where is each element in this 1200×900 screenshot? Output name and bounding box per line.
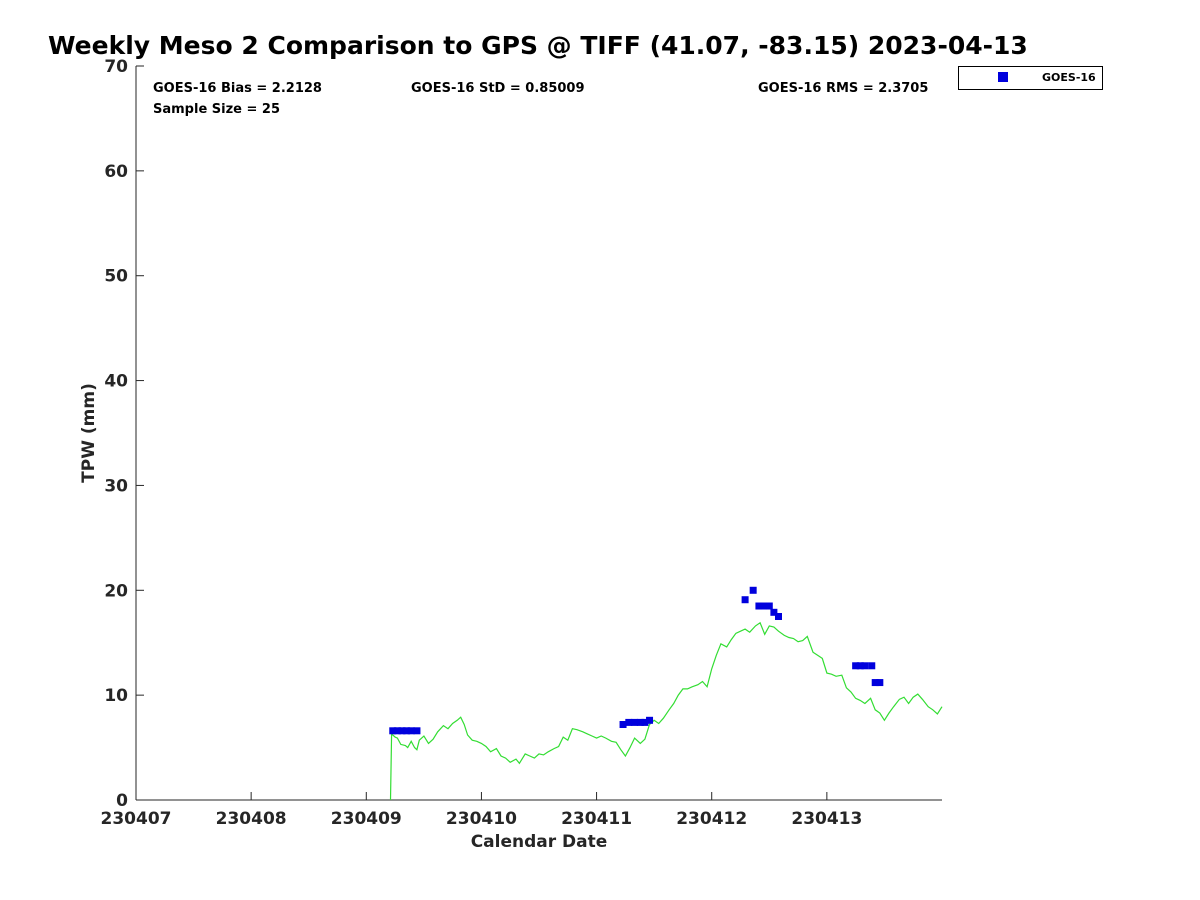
rms-stat: GOES-16 RMS = 2.3705 [758, 81, 928, 96]
goes16-point [868, 662, 876, 670]
x-ticks: 230407 230408 230409 230410 230411 230412 2304… [101, 792, 862, 829]
chart-title: Weekly Meso 2 Comparison to GPS @ TIFF (… [48, 31, 1028, 60]
series-layer [389, 586, 943, 801]
y-tick-label: 20 [104, 581, 128, 601]
goes16-point [646, 716, 654, 724]
goes16-point [765, 602, 773, 610]
y-axis-label: TPW (mm) [79, 383, 99, 483]
goes16-point [760, 602, 768, 610]
goes16-point [398, 727, 406, 735]
y-tick-label: 0 [116, 791, 128, 811]
goes16-point [774, 613, 782, 620]
goes16-point [861, 662, 869, 670]
bias-stat: GOES-16 Bias = 2.2128 [153, 81, 322, 96]
y-tick-label: 30 [104, 476, 128, 496]
goes16-point [625, 718, 633, 726]
goes16-point [852, 662, 860, 670]
y-ticks: 0 10 20 30 40 50 60 70 [104, 57, 144, 811]
y-tick-label: 40 [104, 372, 128, 392]
x-tick-label: 230409 [331, 809, 402, 829]
y-tick-label: 10 [104, 686, 128, 706]
x-tick-label: 230413 [791, 809, 862, 829]
goes16-point [413, 727, 421, 735]
goes16-point [741, 596, 749, 604]
goes16-point [871, 679, 879, 687]
legend-label-goes16: GOES-16 [1042, 71, 1096, 84]
x-tick-label: 230411 [561, 809, 632, 829]
goes16-point [631, 718, 639, 726]
x-tick-label: 230408 [216, 809, 287, 829]
plot-frame [135, 66, 942, 801]
y-tick-label: 50 [104, 267, 128, 287]
x-tick-label: 230410 [446, 809, 517, 829]
goes16-point [856, 662, 864, 670]
x-axis-label: Calendar Date [471, 832, 608, 852]
goes16-point [770, 608, 778, 616]
y-tick-label: 60 [104, 162, 128, 182]
std-stat: GOES-16 StD = 0.85009 [411, 81, 585, 96]
goes16-point [749, 586, 757, 594]
goes16-point [393, 727, 401, 735]
goes16-point [876, 679, 884, 687]
y-tick-label: 70 [104, 57, 128, 77]
goes16-point [619, 721, 627, 729]
x-tick-label: 230407 [101, 809, 172, 829]
legend: GOES-16 [958, 66, 1103, 90]
goes16-point [641, 718, 649, 726]
goes16-point [755, 602, 763, 610]
goes16-point [389, 727, 397, 735]
legend-box [958, 66, 1103, 90]
legend-marker [998, 72, 1008, 82]
goes16-point [403, 727, 411, 735]
gps-tpw-line [389, 621, 943, 801]
goes16-point [636, 718, 644, 726]
sample-size-stat: Sample Size = 25 [153, 102, 280, 117]
x-tick-label: 230412 [676, 809, 747, 829]
goes16-point [407, 727, 415, 735]
